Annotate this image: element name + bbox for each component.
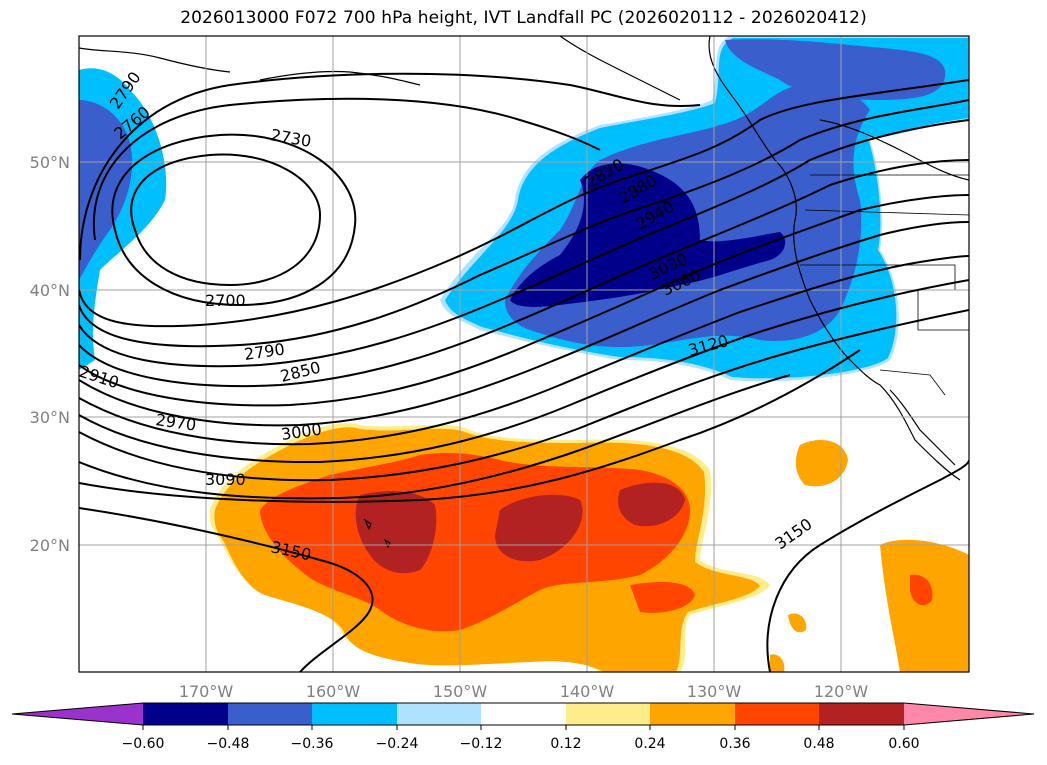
lat-label: 50°N	[30, 153, 70, 172]
lon-label: 170°W	[179, 682, 234, 701]
colorbar-segment	[12, 703, 143, 725]
colorbar-tick-label: −0.60	[122, 736, 165, 752]
colorbar-tick-label: −0.48	[207, 736, 250, 752]
colorbar-segment	[481, 703, 566, 725]
state-borders	[800, 174, 969, 396]
colorbar-segment	[228, 703, 312, 725]
colorbar-tick-label: 0.24	[634, 736, 665, 752]
lon-label: 140°W	[560, 682, 615, 701]
colorbar-segment	[397, 703, 481, 725]
colorbar-tick-label: −0.24	[376, 736, 419, 752]
colorbar-tick-label: −0.12	[460, 736, 503, 752]
colorbar-segment	[566, 703, 650, 725]
colorbar-segment	[312, 703, 397, 725]
colorbar-segment	[904, 703, 1034, 725]
lat-label: 20°N	[30, 536, 70, 555]
colorbar-segment	[143, 703, 228, 725]
lat-label: 40°N	[30, 281, 70, 300]
colorbar-tick-label: 0.12	[550, 736, 581, 752]
colorbar-tick-label: 0.60	[888, 736, 919, 752]
lon-label: 130°W	[687, 682, 742, 701]
lon-label: 120°W	[814, 682, 869, 701]
colorbar-segment	[735, 703, 819, 725]
colorbar-tick-label: 0.48	[803, 736, 834, 752]
colorbar: −0.60 −0.48 −0.36 −0.24 −0.12 0.12 0.24 …	[11, 702, 1035, 752]
colorbar-tick-label: −0.36	[291, 736, 334, 752]
colorbar-tick-label: 0.36	[719, 736, 750, 752]
lon-label: 160°W	[306, 682, 361, 701]
map-panel: 2790 2760 2730 2700 2790 2850 2910 2970 …	[79, 36, 969, 672]
longitude-labels: 170°W 160°W 150°W 140°W 130°W 120°W	[179, 682, 869, 701]
map-title: 2026013000 F072 700 hPa height, IVT Land…	[180, 8, 867, 28]
colorbar-segment	[819, 703, 904, 725]
colorbar-segment	[650, 703, 735, 725]
contour-label: 2700	[205, 291, 246, 310]
height-contours	[79, 72, 969, 672]
map-frame	[78, 35, 970, 673]
contour-label: 3090	[205, 470, 246, 489]
latitude-labels: 50°N 40°N 30°N 20°N	[30, 153, 70, 555]
lon-label: 150°W	[433, 682, 488, 701]
lat-label: 30°N	[30, 408, 70, 427]
